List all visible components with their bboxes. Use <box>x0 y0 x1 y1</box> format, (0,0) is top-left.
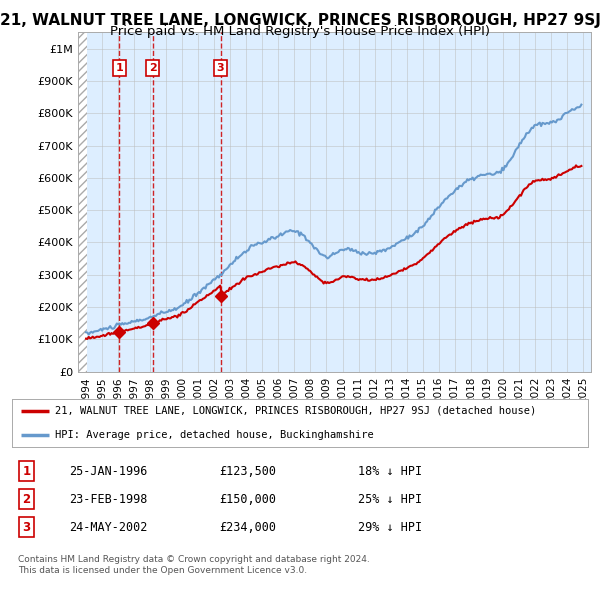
Text: £150,000: £150,000 <box>220 493 277 506</box>
Text: 25-JAN-1996: 25-JAN-1996 <box>70 465 148 478</box>
Text: This data is licensed under the Open Government Licence v3.0.: This data is licensed under the Open Gov… <box>18 566 307 575</box>
Text: 1: 1 <box>22 465 31 478</box>
Text: 2: 2 <box>22 493 31 506</box>
Text: 24-MAY-2002: 24-MAY-2002 <box>70 520 148 533</box>
Text: Contains HM Land Registry data © Crown copyright and database right 2024.: Contains HM Land Registry data © Crown c… <box>18 555 370 563</box>
Text: HPI: Average price, detached house, Buckinghamshire: HPI: Average price, detached house, Buck… <box>55 430 374 440</box>
Text: £234,000: £234,000 <box>220 520 277 533</box>
Bar <box>78 17 87 372</box>
Text: 2: 2 <box>149 63 157 73</box>
Text: 18% ↓ HPI: 18% ↓ HPI <box>358 465 422 478</box>
Text: 21, WALNUT TREE LANE, LONGWICK, PRINCES RISBOROUGH, HP27 9SJ: 21, WALNUT TREE LANE, LONGWICK, PRINCES … <box>0 13 600 28</box>
Text: 29% ↓ HPI: 29% ↓ HPI <box>358 520 422 533</box>
Text: £123,500: £123,500 <box>220 465 277 478</box>
Text: Price paid vs. HM Land Registry's House Price Index (HPI): Price paid vs. HM Land Registry's House … <box>110 25 490 38</box>
Text: 21, WALNUT TREE LANE, LONGWICK, PRINCES RISBOROUGH, HP27 9SJ (detached house): 21, WALNUT TREE LANE, LONGWICK, PRINCES … <box>55 406 536 416</box>
Text: 1: 1 <box>115 63 123 73</box>
Text: 23-FEB-1998: 23-FEB-1998 <box>70 493 148 506</box>
Text: 25% ↓ HPI: 25% ↓ HPI <box>358 493 422 506</box>
Text: 3: 3 <box>22 520 31 533</box>
Text: 3: 3 <box>217 63 224 73</box>
